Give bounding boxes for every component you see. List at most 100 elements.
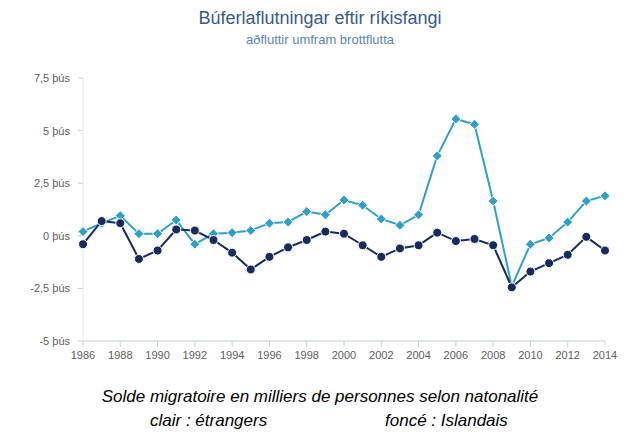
series-line [83, 119, 605, 286]
x-tick [269, 341, 270, 347]
x-tick [120, 341, 121, 347]
marker [414, 241, 423, 250]
marker [134, 254, 143, 263]
marker [600, 191, 610, 201]
y-axis [83, 78, 84, 341]
marker [153, 229, 163, 239]
chart: Búferlaflutningar eftir ríkisfangi aðflut… [0, 0, 640, 440]
caption: Solde migratoire en milliers de personne… [102, 387, 539, 406]
marker [302, 207, 312, 217]
marker [172, 225, 181, 234]
x-tick-label: 2008 [481, 349, 505, 361]
marker [79, 240, 88, 249]
x-tick-label: 1994 [220, 349, 244, 361]
marker [563, 250, 572, 259]
marker [190, 239, 200, 249]
x-tick-label: 2002 [369, 349, 393, 361]
marker [507, 283, 516, 292]
marker [489, 241, 498, 250]
y-tick-label: 2,5 þús [34, 177, 71, 189]
marker [284, 243, 293, 252]
title: Búferlaflutningar eftir ríkisfangi [198, 8, 441, 28]
caption: clair : étrangers [150, 411, 268, 430]
marker [246, 226, 256, 236]
marker [171, 215, 181, 225]
marker [376, 214, 386, 224]
x-tick-label: 2006 [444, 349, 468, 361]
marker [451, 114, 461, 124]
marker [507, 281, 517, 291]
marker [414, 210, 424, 220]
marker [302, 236, 311, 245]
marker [470, 234, 479, 243]
marker [321, 227, 330, 236]
y-tick [78, 78, 83, 79]
x-tick-label: 2004 [406, 349, 430, 361]
x-tick [83, 341, 84, 347]
x-tick [605, 341, 606, 347]
x-tick-label: 1996 [257, 349, 281, 361]
x-tick-label: 1986 [71, 349, 95, 361]
marker [209, 236, 218, 245]
x-tick-label: 1998 [294, 349, 318, 361]
x-tick-label: 2010 [518, 349, 542, 361]
y-tick-label: 0 þús [43, 230, 70, 242]
marker [525, 239, 535, 249]
y-tick [78, 288, 83, 289]
marker [78, 227, 88, 237]
x-tick [493, 341, 494, 347]
x-tick-label: 1988 [108, 349, 132, 361]
y-tick-label: 7,5 þús [34, 72, 71, 84]
x-tick [455, 341, 456, 347]
marker [544, 233, 554, 243]
marker [283, 217, 293, 227]
marker [134, 229, 144, 239]
x-tick-label: 2000 [332, 349, 356, 361]
marker [377, 252, 386, 261]
marker [451, 237, 460, 246]
subtitle: aðfluttir umfram brottflutta [246, 32, 395, 47]
marker [246, 265, 255, 274]
marker [433, 228, 442, 237]
series-line [83, 221, 605, 287]
x-tick [157, 341, 158, 347]
x-tick [344, 341, 345, 347]
marker [470, 119, 480, 129]
x-tick-label: 2014 [593, 349, 617, 361]
y-tick-label: -2,5 þús [30, 282, 70, 294]
marker [526, 267, 535, 276]
y-tick [78, 130, 83, 131]
x-tick-label: 1992 [183, 349, 207, 361]
marker [358, 200, 368, 210]
marker [340, 229, 349, 238]
caption: foncé : Islandais [385, 411, 508, 430]
x-tick [381, 341, 382, 347]
marker [395, 220, 405, 230]
y-tick-label: -5 þús [39, 335, 70, 347]
x-tick-label: 1990 [145, 349, 169, 361]
marker [320, 210, 330, 220]
marker [339, 195, 349, 205]
marker [116, 219, 125, 228]
y-tick [78, 183, 83, 184]
marker [264, 218, 274, 228]
marker [227, 228, 237, 238]
marker [358, 241, 367, 250]
x-tick [306, 341, 307, 347]
marker [228, 248, 237, 257]
x-tick [530, 341, 531, 347]
marker [581, 196, 591, 206]
y-tick [78, 341, 83, 342]
marker [97, 217, 106, 226]
marker [395, 244, 404, 253]
marker [432, 151, 442, 161]
plot-area [78, 114, 610, 292]
x-tick [418, 341, 419, 347]
x-tick [567, 341, 568, 347]
y-tick-label: 5 þús [43, 125, 70, 137]
marker [153, 246, 162, 255]
marker [563, 217, 573, 227]
marker [545, 259, 554, 268]
marker [190, 226, 199, 235]
marker [601, 246, 610, 255]
